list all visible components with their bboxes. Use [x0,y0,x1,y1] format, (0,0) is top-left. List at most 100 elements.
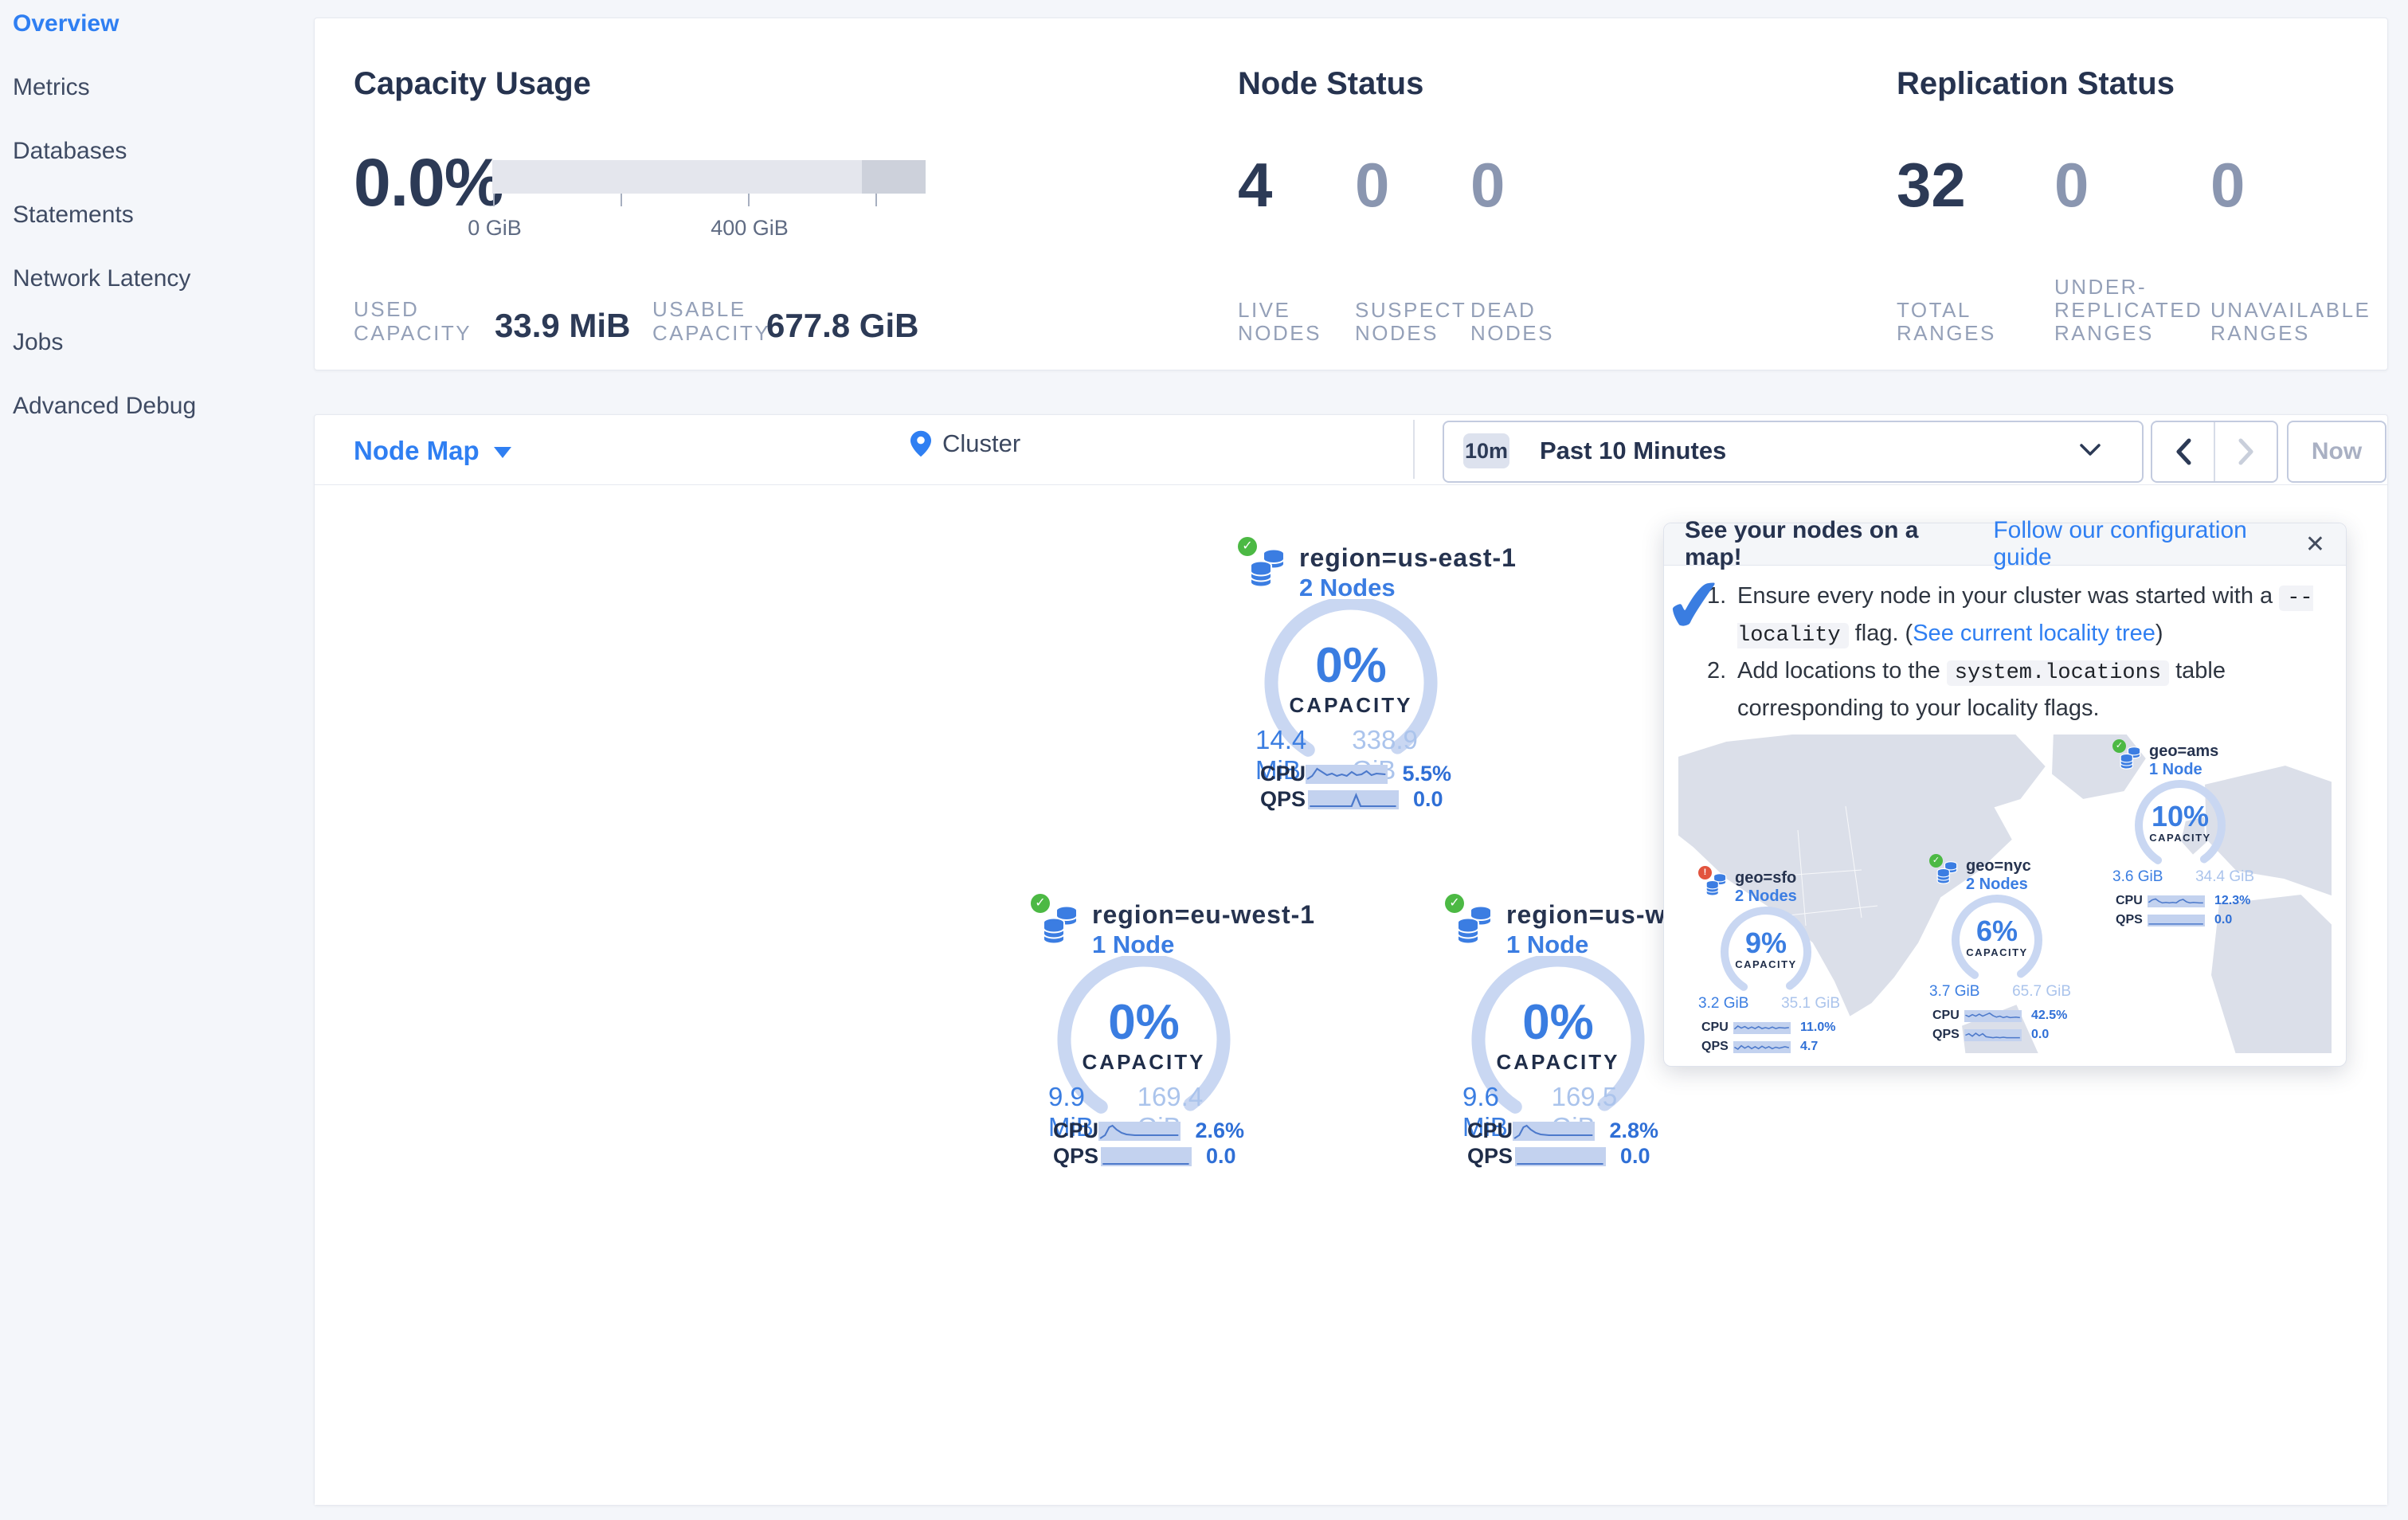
time-range-label: Past 10 Minutes [1540,437,1727,464]
region-nodes-link[interactable]: 1 Node [1092,930,1175,958]
qps-label: QPS [1701,1040,1729,1053]
locality-tree-link[interactable]: See current locality tree [1913,621,2155,646]
system-locations-code: system.locations [1946,660,2170,686]
sidebar-item-overview[interactable]: Overview [13,10,119,37]
qps-label: QPS [1932,1028,1960,1041]
region-card-us-east-1: ✓ region=us-east-1 2 Nodes 0% CAPACITY 1… [1231,537,1516,811]
step-text: flag. ( [1854,621,1913,646]
qps-sparkline [1308,789,1399,809]
sidebar-item-advanced-debug[interactable]: Advanced Debug [13,393,197,419]
capacity-axis-tick [621,194,622,206]
region-nodes-link: 1 Node [2149,761,2202,778]
region-nodes-link[interactable]: 2 Nodes [1299,574,1396,601]
suspect-nodes-value: 0 [1355,150,1390,220]
sidebar-item-network-latency[interactable]: Network Latency [13,265,191,292]
total-ranges-stat: 32 TOTAL RANGES [1897,152,2032,345]
region-healthy-icon: ✓ [1929,854,1943,868]
chevron-left-icon [2176,438,2191,465]
under-replicated-ranges-label: UNDER-REPLICATED RANGES [2054,275,2203,345]
qps-value: 0.0 [2031,1028,2050,1041]
map-pin-icon [910,430,931,457]
sidebar-item-statements[interactable]: Statements [13,202,134,228]
database-icon [1043,905,1078,945]
sidebar-item-metrics[interactable]: Metrics [13,74,90,100]
example-node-map-image: ! geo=sfo 2 Nodes 9% CAPACITY 3.2 GiB 35.… [1678,735,2332,1053]
cpu-sparkline [1306,764,1388,784]
qps-value: 0.0 [1206,1144,1236,1168]
region-used-capacity: 3.6 GiB [2112,868,2163,885]
capacity-axis-tick [748,194,750,206]
node-map-canvas: ✓ region=us-east-1 2 Nodes 0% CAPACITY 1… [315,485,2387,1505]
chevron-right-icon [2238,438,2253,465]
now-button[interactable]: Now [2287,421,2386,483]
capacity-gauge-arc [1057,956,1231,1126]
region-capacity-percent: 6% [1975,915,2018,947]
cluster-summary-card: Capacity Usage 0.0% 0 GiB 400 GiB USED C… [314,18,2388,370]
cpu-value: 12.3% [2214,894,2251,907]
region-capacity-label: CAPACITY [1496,1050,1620,1074]
view-selector-dropdown[interactable]: Node Map [354,436,511,466]
used-capacity-label: USED CAPACITY [354,297,472,345]
live-nodes-value: 4 [1238,150,1273,220]
capacity-gauge-arc [2135,780,2226,871]
under-replicated-ranges-stat: 0 UNDER-REPLICATED RANGES [2054,152,2206,345]
popup-title: See your nodes on a map! [1685,517,1919,570]
cpu-value: 42.5% [2031,1009,2068,1022]
time-next-button[interactable] [2215,422,2277,481]
sidebar: Overview Metrics Databases Statements Ne… [0,0,312,1520]
chevron-down-icon [2080,444,2101,456]
region-card-eu-west-1: ✓ region=eu-west-1 1 Node 0% CAPACITY 9.… [1024,894,1314,1168]
total-ranges-label: TOTAL RANGES [1897,298,1996,345]
time-prev-button[interactable] [2152,422,2215,481]
dead-nodes-label: DEAD NODES [1470,298,1554,345]
live-nodes-stat: 4 LIVE NODES [1238,152,1349,345]
dead-nodes-stat: 0 DEAD NODES [1470,152,1582,345]
node-map-setup-popup: See your nodes on a map! Follow our conf… [1660,517,2347,1067]
qps-value: 4.7 [1800,1040,1819,1053]
region-used-capacity: 14.4 MiB [1255,725,1307,785]
region-used-capacity: 9.9 MiB [1048,1082,1094,1142]
region-healthy-icon: ✓ [1445,894,1464,913]
sidebar-item-databases[interactable]: Databases [13,138,127,164]
region-capacity-percent: 0% [1522,995,1594,1050]
capacity-gauge-arc [1721,907,1811,997]
close-icon[interactable]: ✕ [2304,531,2325,558]
cpu-value: 2.6% [1195,1118,1244,1142]
popup-header: See your nodes on a map! Follow our conf… [1664,517,2346,570]
region-capacity-percent: 10% [2151,800,2210,832]
time-range-badge: 10m [1463,433,1509,468]
region-used-capacity: 3.2 GiB [1698,995,1749,1012]
live-nodes-label: LIVE NODES [1238,298,1321,345]
region-capacity-percent: 9% [1744,926,1787,959]
sidebar-item-jobs[interactable]: Jobs [13,329,64,355]
popup-step-2: 2. Add locations to the system.locations… [1707,653,2325,726]
node-map-toolbar: Node Map Cluster 10m Past 10 Minutes Now [315,415,2387,485]
time-range-dropdown[interactable]: 10m Past 10 Minutes [1443,421,2144,483]
cpu-value: 11.0% [1800,1021,1836,1034]
region-capacity-percent: 0% [1315,638,1387,693]
popup-steps: 1. Ensure every node in your cluster was… [1664,566,2346,726]
step-number: 2. [1707,658,1727,684]
region-name: geo=ams [2149,742,2219,760]
breadcrumb[interactable]: Cluster [910,429,1020,458]
toolbar-divider [1413,420,1415,479]
database-icon [1457,905,1492,945]
qps-value: 0.0 [2214,913,2233,926]
qps-sparkline [1964,1028,2022,1041]
capacity-gauge-arc [1471,956,1645,1126]
capacity-usage-percent: 0.0% [354,145,503,220]
qps-sparkline [1733,1040,1791,1053]
region-nodes-link[interactable]: 1 Node [1506,930,1589,958]
configuration-guide-link[interactable]: Follow our configuration guide [1993,517,2247,570]
region-used-capacity: 9.6 MiB [1462,1082,1508,1142]
database-icon [1705,873,1727,896]
qps-sparkline [2148,914,2205,926]
used-capacity-value: 33.9 MiB [495,307,631,344]
cpu-sparkline [1733,1021,1791,1034]
capacity-axis-label-0: 0 GiB [468,216,522,240]
step-text: table corresponding to your locality fla… [1737,658,2226,721]
view-selector-label: Node Map [354,436,480,465]
cpu-value: 5.5% [1402,762,1451,785]
popup-step-1: 1. Ensure every node in your cluster was… [1707,578,2325,653]
region-name: geo=sfo [1735,869,1797,887]
